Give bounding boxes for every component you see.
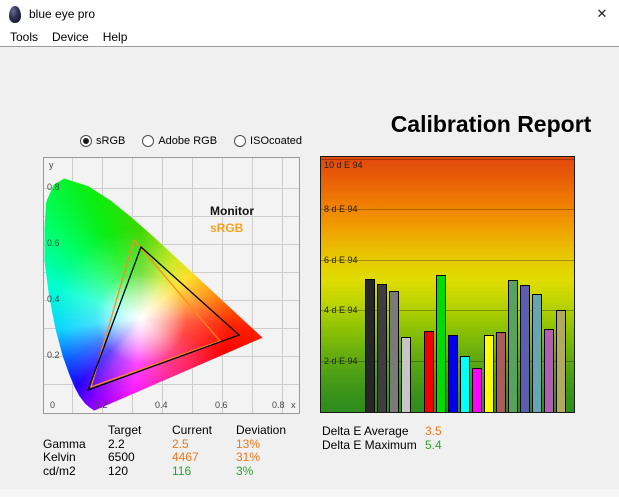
app-egg-icon	[9, 6, 21, 23]
kelvin-current: 4467	[172, 450, 199, 464]
gamma-target: 2.2	[108, 436, 125, 451]
cie-y-tick: 0.4	[47, 294, 60, 304]
bar-black	[365, 279, 375, 412]
delta-e-bar-chart: 10 d E 94 8 d E 94 6 d E 94 4 d E 94 2 d…	[320, 156, 575, 413]
bar-steel-blue	[532, 294, 542, 412]
cie-x-tick: 0.8	[272, 400, 285, 410]
menu-divider	[0, 46, 619, 47]
measurements-table: Target Current Deviation Gamma 2.2 2.5 1…	[43, 423, 308, 478]
cie-y-axis-label: y	[49, 160, 54, 170]
gridline	[321, 310, 574, 311]
colorspace-selector: sRGB Adobe RGB ISOcoated	[80, 135, 302, 147]
cie-x-tick: 0.6	[215, 400, 228, 410]
col-header-target: Target	[108, 423, 142, 437]
gamma-current: 2.5	[172, 436, 189, 451]
radio-adobe-rgb-label: Adobe RGB	[158, 135, 218, 147]
bar-magenta	[472, 368, 482, 412]
luminance-current: 116	[172, 463, 192, 478]
delta-e-average-label: Delta E Average	[322, 424, 409, 438]
radio-button-icon	[234, 135, 247, 147]
gridline	[321, 209, 574, 210]
menu-bar: Tools Device Help	[0, 28, 619, 46]
menu-help[interactable]: Help	[102, 30, 128, 44]
page-title: Calibration Report	[390, 111, 592, 137]
window-bottom-edge	[0, 489, 619, 497]
radio-button-icon	[80, 135, 92, 147]
legend-srgb: sRGB	[210, 221, 244, 235]
bar-sea-green	[508, 280, 518, 412]
kelvin-deviation: 31%	[236, 450, 261, 464]
y-axis-tick-label: 4 d E 94	[324, 305, 358, 315]
monitor-gamut-triangle	[86, 245, 241, 392]
luminance-deviation: 3%	[236, 463, 254, 478]
radio-adobe-rgb[interactable]: Adobe RGB	[142, 135, 217, 147]
cie-x-axis-label: x	[291, 400, 296, 410]
cie-y-tick: 0.2	[47, 350, 60, 360]
srgb-gamut-triangle	[90, 238, 222, 389]
bar-slate-blue	[520, 285, 530, 412]
radio-srgb-label: sRGB	[96, 135, 126, 147]
cie-y-tick: 0.8	[47, 182, 60, 192]
gridline	[321, 159, 574, 160]
y-axis-tick-label: 8 d E 94	[324, 204, 358, 214]
bar-blue	[448, 335, 458, 412]
delta-e-maximum-label: Delta E Maximum	[322, 438, 417, 452]
bar-green	[436, 275, 446, 412]
col-header-current: Current	[172, 423, 213, 437]
gridline	[321, 361, 574, 362]
bar-red	[424, 331, 434, 412]
y-axis-tick-label: 10 d E 94	[324, 160, 363, 170]
menu-tools[interactable]: Tools	[10, 30, 39, 44]
row-label-gamma: Gamma	[43, 436, 86, 451]
color-bars-group	[424, 157, 566, 412]
row-label-luminance: cd/m2	[43, 463, 76, 478]
report-panel: sRGB Adobe RGB ISOcoated Calibration Rep…	[0, 47, 619, 489]
delta-e-maximum-value: 5.4	[425, 438, 442, 452]
bar-dark-gray	[377, 284, 387, 412]
bar-yellow	[484, 335, 494, 412]
col-header-deviation: Deviation	[236, 423, 287, 437]
y-axis-tick-label: 2 d E 94	[324, 356, 358, 366]
radio-isocoated[interactable]: ISOcoated	[234, 135, 302, 147]
cie-x-tick: 0.2	[95, 400, 108, 410]
grayscale-bars-group	[365, 157, 411, 412]
radio-isocoated-label: ISOcoated	[250, 135, 303, 147]
bar-light-gray	[401, 337, 411, 412]
y-axis-tick-label: 6 d E 94	[324, 255, 358, 265]
row-label-kelvin: Kelvin	[43, 450, 76, 464]
bar-dark-khaki	[556, 310, 566, 412]
cie-y-tick: 0.6	[47, 238, 60, 248]
menu-device[interactable]: Device	[52, 30, 89, 44]
window-title: blue eye pro	[29, 7, 96, 21]
kelvin-target: 6500	[108, 450, 135, 464]
radio-srgb[interactable]: sRGB	[80, 135, 125, 147]
gridline	[321, 260, 574, 261]
bar-brown	[496, 332, 506, 412]
title-bar: blue eye pro ✕	[0, 0, 619, 28]
delta-e-summary: Delta E Average 3.5 Delta E Maximum 5.4	[322, 424, 485, 452]
bar-orchid	[544, 329, 554, 412]
cie-chromaticity-diagram: y 0.8 0.6 0.4 0.2 0 0.2 0.4 0.6 0.8 x Mo…	[43, 157, 300, 414]
legend-monitor: Monitor	[210, 204, 254, 218]
cie-origin-label: 0	[50, 400, 56, 410]
bar-cyan	[460, 356, 470, 412]
table-corner	[43, 424, 108, 438]
close-icon[interactable]: ✕	[596, 6, 608, 21]
delta-e-average-value: 3.5	[425, 424, 442, 438]
luminance-target: 120	[108, 463, 129, 478]
bar-gray	[389, 291, 399, 412]
cie-gamut-triangles	[86, 238, 241, 392]
radio-button-icon	[142, 135, 155, 147]
cie-x-tick: 0.4	[155, 400, 168, 410]
gamma-deviation: 13%	[236, 436, 261, 451]
